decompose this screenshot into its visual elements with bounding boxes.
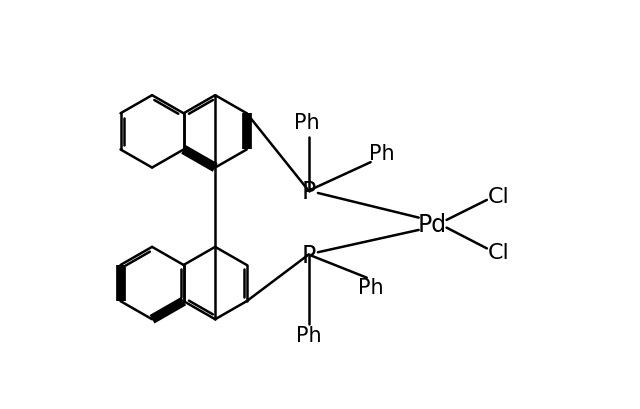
Text: P: P	[301, 179, 316, 203]
Text: Cl: Cl	[488, 187, 509, 207]
Text: Ph: Ph	[358, 277, 383, 297]
Text: Ph: Ph	[296, 325, 321, 345]
Text: Pd: Pd	[418, 212, 447, 236]
Text: Ph: Ph	[294, 113, 320, 133]
Text: P: P	[301, 243, 316, 267]
Text: Ph: Ph	[369, 144, 395, 164]
Text: Cl: Cl	[488, 243, 509, 263]
